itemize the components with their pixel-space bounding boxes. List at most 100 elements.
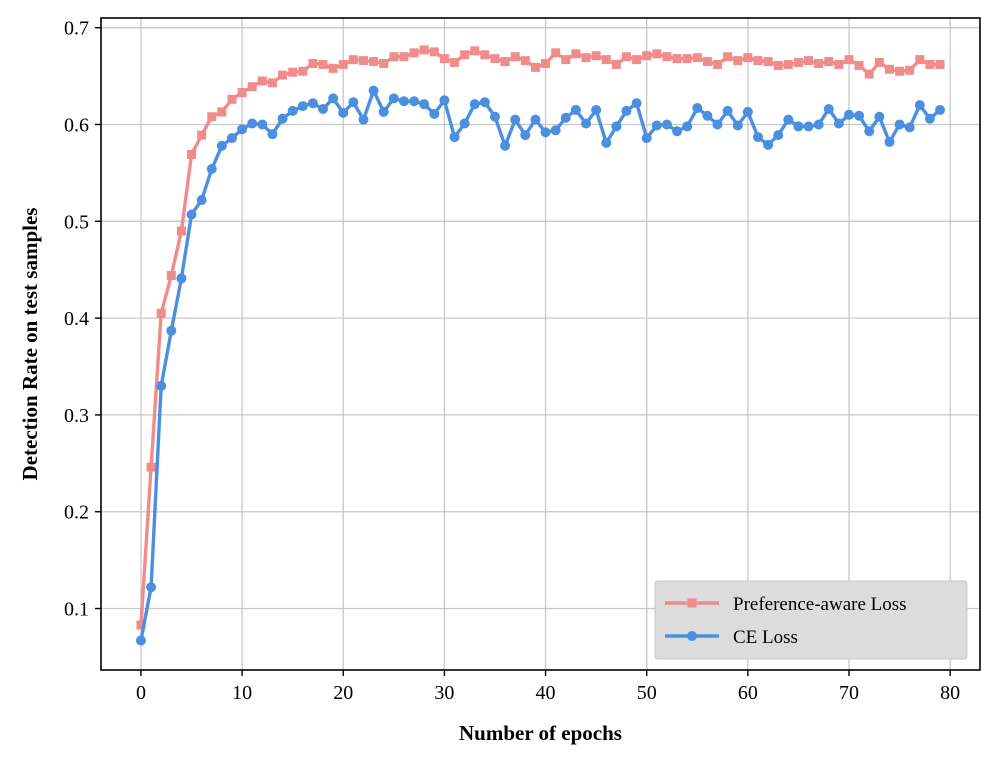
- data-point: [480, 50, 490, 60]
- y-tick-label: 0.1: [64, 599, 89, 621]
- data-point: [217, 107, 227, 117]
- data-point: [864, 126, 875, 137]
- data-point: [176, 273, 187, 284]
- data-point: [510, 114, 521, 125]
- data-point: [449, 132, 460, 143]
- data-point: [611, 121, 622, 132]
- data-point: [591, 51, 601, 61]
- data-point: [581, 118, 592, 129]
- data-point: [459, 118, 470, 129]
- data-point: [541, 58, 551, 68]
- data-point: [844, 109, 855, 120]
- data-point: [804, 56, 814, 66]
- data-point: [621, 105, 632, 116]
- data-point: [409, 48, 419, 58]
- data-point: [732, 120, 743, 131]
- x-tick-label: 70: [839, 682, 859, 704]
- grid: [101, 18, 980, 670]
- data-point: [864, 69, 874, 79]
- data-point: [520, 130, 531, 141]
- data-point: [905, 65, 915, 75]
- y-tick-label: 0.3: [64, 405, 89, 427]
- data-point: [874, 111, 885, 122]
- series-preference-aware-loss: [136, 45, 945, 630]
- data-point: [601, 137, 612, 148]
- data-point: [752, 132, 763, 143]
- data-point: [338, 107, 349, 118]
- data-point: [307, 98, 318, 109]
- data-point: [763, 57, 773, 67]
- legend-box: [654, 580, 968, 660]
- data-point: [702, 57, 712, 67]
- data-point: [348, 97, 359, 108]
- data-point: [814, 58, 824, 68]
- data-point: [439, 54, 449, 64]
- data-point: [895, 66, 905, 76]
- x-tick-label: 80: [940, 682, 960, 704]
- data-point: [773, 130, 784, 141]
- data-point: [146, 462, 156, 472]
- data-point: [601, 55, 611, 65]
- x-tick-label: 50: [637, 682, 657, 704]
- data-point: [318, 59, 328, 69]
- data-point: [389, 52, 399, 62]
- data-point: [925, 59, 935, 69]
- data-point: [226, 133, 237, 144]
- data-point: [176, 226, 186, 236]
- data-point: [237, 124, 248, 135]
- data-point: [429, 108, 440, 119]
- data-point: [723, 52, 733, 62]
- y-tick-label: 0.4: [64, 308, 89, 330]
- data-point: [196, 194, 207, 205]
- data-point: [186, 209, 197, 220]
- data-point: [368, 85, 379, 96]
- data-point: [278, 70, 288, 80]
- data-point: [874, 58, 884, 68]
- data-point: [489, 111, 500, 122]
- data-point: [267, 78, 277, 88]
- legend-marker: [687, 631, 697, 641]
- data-point: [763, 139, 774, 150]
- y-tick-label: 0.2: [64, 502, 89, 524]
- data-point: [571, 49, 581, 59]
- data-point: [247, 82, 257, 92]
- series-layer: [135, 45, 946, 646]
- data-point: [662, 52, 672, 62]
- data-point: [399, 52, 409, 62]
- data-point: [712, 119, 723, 130]
- data-point: [135, 635, 146, 646]
- data-point: [894, 119, 905, 130]
- data-point: [702, 110, 713, 121]
- data-point: [915, 55, 925, 65]
- data-point: [530, 62, 540, 72]
- data-point: [237, 88, 247, 98]
- data-point: [288, 67, 298, 77]
- data-point: [642, 51, 652, 61]
- data-point: [833, 118, 844, 129]
- data-point: [672, 126, 683, 137]
- data-point: [692, 53, 702, 63]
- data-point: [287, 105, 298, 116]
- data-point: [348, 55, 358, 65]
- plot-frame: [100, 17, 981, 671]
- data-point: [935, 59, 945, 69]
- data-point: [520, 56, 530, 66]
- data-point: [591, 104, 602, 115]
- data-point: [358, 114, 369, 125]
- y-axis-title: Detection Rate on test samples: [18, 208, 42, 481]
- data-point: [540, 127, 551, 138]
- data-point: [611, 59, 621, 69]
- data-point: [722, 105, 733, 116]
- data-point: [510, 52, 520, 62]
- data-point: [682, 54, 692, 64]
- data-point: [379, 58, 389, 68]
- data-point: [733, 56, 743, 66]
- data-point: [823, 103, 834, 114]
- data-point: [419, 45, 429, 55]
- data-point: [904, 122, 915, 133]
- data-point: [652, 49, 662, 59]
- data-point: [884, 64, 894, 74]
- data-point: [530, 114, 541, 125]
- data-point: [935, 104, 946, 115]
